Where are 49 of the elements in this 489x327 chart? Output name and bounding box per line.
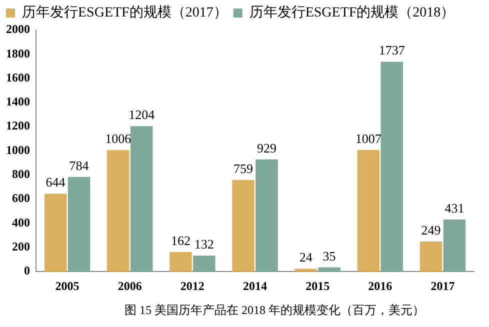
bar xyxy=(318,267,340,272)
data-label: 1737 xyxy=(378,42,406,58)
bar xyxy=(256,159,278,272)
y-tick-label: 2000 xyxy=(6,22,30,36)
data-label: 431 xyxy=(444,200,464,216)
data-label: 132 xyxy=(194,236,214,252)
data-label: 24 xyxy=(299,250,313,265)
legend-label: 历年发行ESGETF的规模（2018） xyxy=(249,4,455,21)
bar xyxy=(193,256,216,272)
bar xyxy=(106,150,130,272)
data-label: 1007 xyxy=(355,130,382,146)
y-tick-label: 1600 xyxy=(6,70,30,84)
y-tick-label: 1400 xyxy=(6,94,30,109)
y-tick-label: 400 xyxy=(12,215,30,230)
data-label: 35 xyxy=(322,248,336,264)
data-label: 1006 xyxy=(105,130,132,146)
y-tick-label: 1200 xyxy=(6,118,30,133)
x-tick-label: 2006 xyxy=(118,278,142,293)
bar xyxy=(420,242,442,272)
caption: 图 15 美国历年产品在 2018 年的规模变化（百万，美元） xyxy=(124,302,426,319)
bar xyxy=(232,180,254,272)
x-tick-label: 2017 xyxy=(430,278,455,293)
data-label: 784 xyxy=(69,158,90,173)
data-label: 162 xyxy=(170,232,190,248)
bar xyxy=(380,62,404,272)
data-label: 1204 xyxy=(128,107,156,122)
y-tick-label: 0 xyxy=(24,264,30,278)
y-tick-label: 1000 xyxy=(6,142,30,157)
x-tick-label: 2014 xyxy=(243,278,267,293)
y-tick-label: 800 xyxy=(12,167,30,182)
bar xyxy=(443,220,466,272)
bar xyxy=(44,194,67,272)
bar xyxy=(357,150,380,272)
legend-label: 历年发行ESGETF的规模（2017） xyxy=(22,4,228,21)
y-tick-label: 1800 xyxy=(6,46,30,60)
y-tick-label: 600 xyxy=(12,191,30,206)
bar xyxy=(170,252,192,272)
data-label: 929 xyxy=(256,140,276,156)
bar xyxy=(294,268,317,272)
data-label: 249 xyxy=(421,222,441,238)
x-tick-label: 2016 xyxy=(368,278,392,293)
bar xyxy=(130,126,153,272)
x-tick-label: 2015 xyxy=(306,278,330,293)
y-tick-label: 200 xyxy=(12,240,30,254)
x-tick-label: 2005 xyxy=(55,278,80,293)
data-label: 644 xyxy=(46,174,66,190)
bar xyxy=(68,176,90,272)
x-tick-label: 2012 xyxy=(180,278,204,293)
data-label: 759 xyxy=(234,160,254,176)
